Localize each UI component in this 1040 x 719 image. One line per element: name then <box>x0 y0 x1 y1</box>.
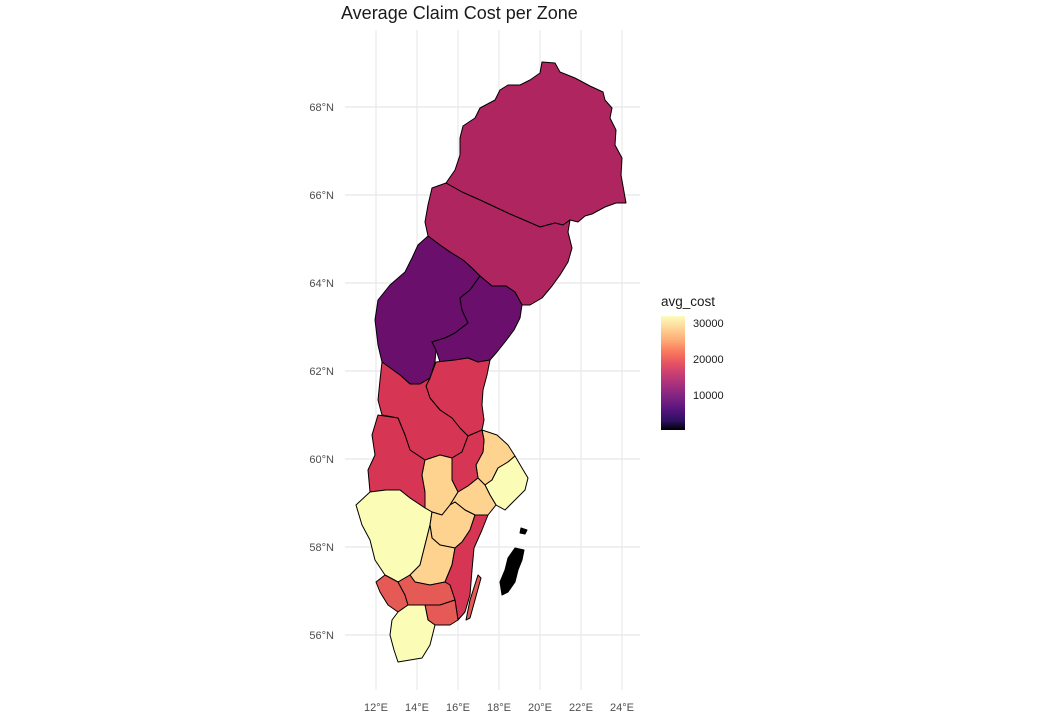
x-tick-label: 18°E <box>487 702 511 714</box>
x-tick-label: 16°E <box>446 702 470 714</box>
y-tick-label: 68°N <box>309 102 334 114</box>
x-tick-label: 22°E <box>569 702 593 714</box>
y-tick-label: 62°N <box>309 366 334 378</box>
y-tick-label: 56°N <box>309 630 334 642</box>
legend-label: 20000 <box>693 354 724 366</box>
region-jamtland <box>374 235 481 385</box>
legend-label: 10000 <box>693 390 724 402</box>
region-oland <box>465 574 482 621</box>
legend-label: 30000 <box>693 318 724 330</box>
x-tick-label: 14°E <box>405 702 429 714</box>
legend-title: avg_cost <box>661 294 716 309</box>
region-kalmar <box>444 514 489 621</box>
x-tick-label: 12°E <box>364 702 388 714</box>
y-tick-label: 66°N <box>309 190 334 202</box>
y-tick-label: 58°N <box>309 542 334 554</box>
region-islet <box>519 527 528 535</box>
region-gotland <box>499 547 525 596</box>
map-title: Average Claim Cost per Zone <box>341 3 578 23</box>
y-tick-label: 60°N <box>309 454 334 466</box>
x-tick-label: 24°E <box>610 702 634 714</box>
x-tick-label: 20°E <box>528 702 552 714</box>
y-tick-label: 64°N <box>309 278 334 290</box>
legend-color-bar <box>661 316 685 430</box>
region-skane <box>389 604 436 663</box>
